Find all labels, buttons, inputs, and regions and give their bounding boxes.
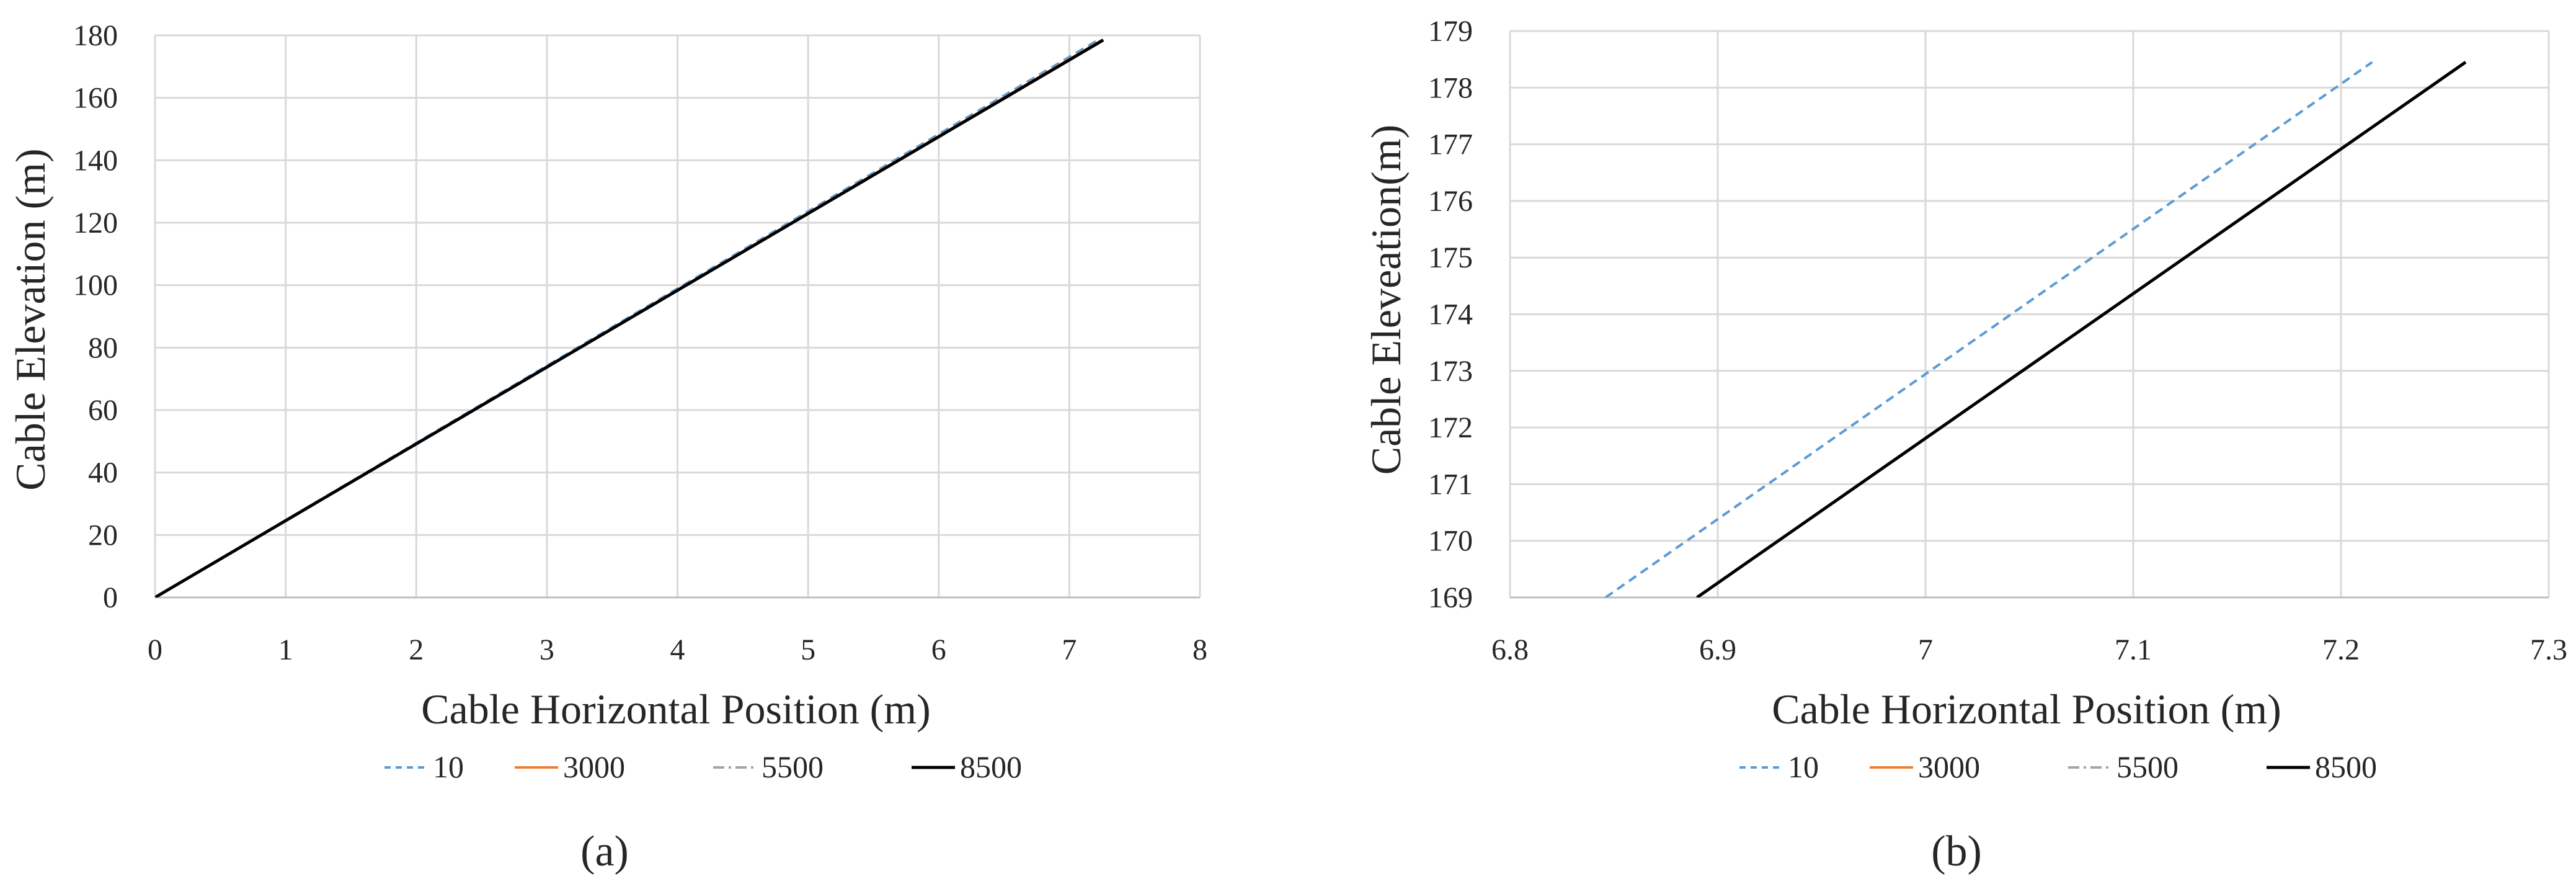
y-tick-label: 169 bbox=[1428, 581, 1473, 614]
legend-label: 5500 bbox=[762, 749, 824, 784]
tick-labels: 6.8 6.9 7 7.1 7.2 7.3 169 170 171 172 173 174 175 176… bbox=[1428, 15, 2567, 666]
y-tick-label: 180 bbox=[73, 19, 118, 52]
legend-label: 8500 bbox=[2315, 749, 2377, 784]
series-line-10 bbox=[1604, 61, 2373, 597]
y-tick-label: 120 bbox=[73, 207, 118, 239]
y-tick-label: 160 bbox=[73, 82, 118, 115]
y-tick-label: 173 bbox=[1428, 355, 1473, 388]
y-axis-title: Cable Elevation (m) bbox=[7, 148, 54, 490]
x-tick-label: 6.9 bbox=[1699, 633, 1736, 666]
legend-label: 8500 bbox=[960, 749, 1022, 784]
x-tick-label: 0 bbox=[148, 633, 162, 666]
gridlines bbox=[1509, 30, 2550, 599]
y-tick-label: 40 bbox=[88, 457, 118, 489]
series-lines bbox=[155, 38, 1104, 597]
x-tick-label: 4 bbox=[670, 633, 685, 666]
gridlines bbox=[154, 34, 1201, 599]
x-axis-title: Cable Horizontal Position (m) bbox=[1772, 686, 2281, 733]
series-lines bbox=[1604, 61, 2467, 597]
x-tick-label: 6.8 bbox=[1491, 633, 1529, 666]
y-tick-label: 174 bbox=[1428, 298, 1473, 331]
x-tick-label: 6 bbox=[931, 633, 946, 666]
y-tick-label: 176 bbox=[1428, 185, 1473, 218]
series-line-8500 bbox=[1696, 61, 2467, 597]
y-tick-label: 0 bbox=[103, 581, 118, 614]
legend-label: 3000 bbox=[1918, 749, 1980, 784]
x-tick-label: 8 bbox=[1193, 633, 1207, 666]
y-tick-label: 177 bbox=[1428, 128, 1473, 161]
x-tick-label: 7.2 bbox=[2322, 633, 2360, 666]
legend-label: 10 bbox=[1788, 749, 1819, 784]
y-tick-label: 172 bbox=[1428, 411, 1473, 444]
legend-label: 5500 bbox=[2116, 749, 2178, 784]
legend-label: 10 bbox=[433, 749, 464, 784]
panel-label: (a) bbox=[580, 828, 629, 875]
y-tick-label: 60 bbox=[88, 394, 118, 427]
y-tick-label: 80 bbox=[88, 331, 118, 364]
x-tick-label: 7 bbox=[1062, 633, 1077, 666]
y-tick-label: 20 bbox=[88, 519, 118, 552]
x-tick-label: 7.3 bbox=[2530, 633, 2567, 666]
y-tick-label: 178 bbox=[1428, 71, 1473, 104]
legend: 10 3000 5500 8500 bbox=[1739, 749, 2377, 784]
y-axis-title: Cable Eleveation(m) bbox=[1362, 125, 1410, 475]
x-tick-label: 1 bbox=[278, 633, 293, 666]
y-tick-label: 170 bbox=[1428, 525, 1473, 558]
x-axis-title: Cable Horizontal Position (m) bbox=[421, 686, 931, 733]
legend: 10 3000 5500 8500 bbox=[384, 749, 1022, 784]
y-tick-label: 140 bbox=[73, 144, 118, 177]
y-tick-label: 100 bbox=[73, 269, 118, 302]
x-tick-label: 7 bbox=[1918, 633, 1933, 666]
panel-label: (b) bbox=[1931, 828, 1982, 875]
y-tick-label: 171 bbox=[1428, 468, 1473, 501]
x-tick-label: 5 bbox=[801, 633, 815, 666]
legend-label: 3000 bbox=[563, 749, 625, 784]
series-line-8500 bbox=[155, 38, 1104, 597]
chart-panel-b: 6.8 6.9 7 7.1 7.2 7.3 169 170 171 172 173 174 175 176… bbox=[1362, 15, 2567, 875]
x-tick-label: 3 bbox=[540, 633, 554, 666]
y-tick-label: 175 bbox=[1428, 241, 1473, 274]
x-tick-label: 2 bbox=[409, 633, 424, 666]
y-tick-label: 179 bbox=[1428, 15, 1473, 48]
x-tick-label: 7.1 bbox=[2115, 633, 2152, 666]
